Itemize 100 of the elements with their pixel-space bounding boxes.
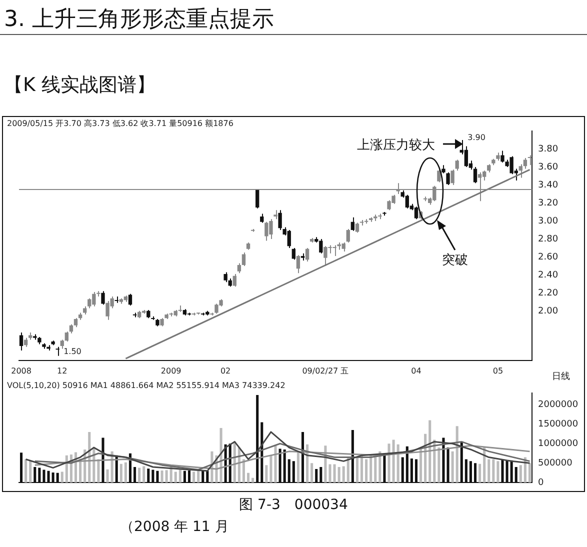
y-tick-label: 2.80 [538, 234, 558, 244]
caption: 图 7-3 000034 [238, 496, 349, 515]
bar [478, 464, 482, 483]
candlestick [88, 298, 92, 309]
bar [242, 459, 245, 483]
bar [120, 464, 122, 483]
candlestick [128, 293, 132, 306]
candlestick [355, 222, 360, 234]
bar [178, 470, 182, 483]
candlestick [232, 274, 236, 288]
y-tick-label: 3.60 [538, 162, 558, 172]
bar [374, 457, 377, 483]
bar [197, 470, 200, 483]
bar [160, 470, 164, 483]
candlestick [528, 154, 532, 166]
x-tick-label: 05 [492, 366, 504, 376]
bar [265, 465, 268, 483]
annotation: 1.50 [64, 346, 82, 356]
y-tick-label: 1000000 [538, 438, 578, 449]
bar [165, 470, 168, 483]
annotation: 3.90 [468, 133, 486, 142]
bar [192, 472, 196, 483]
bar [392, 440, 395, 483]
candlestick [242, 252, 246, 266]
candlestick [414, 206, 418, 220]
bar [360, 455, 364, 483]
candlestick [455, 159, 459, 172]
y-tick-label: 2.00 [538, 306, 558, 316]
candlestick [450, 169, 454, 186]
chart-title: 3. 上升三角形形态重点提示 [4, 6, 274, 34]
bar [296, 451, 300, 483]
candlestick [305, 247, 310, 262]
y-tick-label: 3.00 [538, 216, 558, 226]
bar [106, 469, 109, 483]
y-tick-label: 2.20 [538, 288, 558, 298]
candlestick [500, 150, 504, 163]
x-tick-label: 12 [57, 366, 68, 376]
bar [451, 451, 454, 483]
bar [24, 459, 28, 483]
x-tick-label: 09/02/27 五 [302, 366, 349, 376]
bar [65, 455, 68, 483]
bar [138, 468, 141, 483]
bar [396, 444, 400, 483]
bar [97, 459, 100, 483]
text: 2009/05/15 开3.70 高3.73 低3.62 收3.71 量50916 额1876 [7, 119, 234, 128]
x-tick-label: 02 [220, 366, 231, 376]
y-tick-label: 3.40 [538, 180, 558, 190]
candlestick [350, 216, 355, 232]
candlestick [446, 172, 450, 186]
bar [246, 472, 250, 483]
bar [456, 426, 458, 483]
bar [428, 420, 432, 483]
candlestick [256, 188, 260, 209]
bar [270, 455, 272, 483]
y-tick-label: 3.20 [538, 198, 558, 208]
bar [388, 444, 390, 483]
bar [338, 467, 340, 483]
y-tick-label: 2.40 [538, 270, 558, 280]
bar [370, 455, 372, 483]
y-tick-label: 0 [538, 478, 544, 488]
candlestick [19, 332, 24, 352]
bar [342, 466, 345, 483]
candlestick [237, 262, 242, 274]
annotation: 上涨压力较大 [357, 137, 435, 154]
annotation: 突破 [442, 252, 468, 269]
x-tick-label: 04 [411, 366, 422, 376]
text: VOL(5,10,20) 50916 MA1 48861.664 MA2 55155.914 MA3 74339.242 [7, 381, 286, 390]
bar [438, 448, 440, 483]
y-tick-label: 1500000 [538, 420, 578, 430]
text: 日线 [552, 370, 570, 383]
bar [252, 478, 254, 483]
bar [356, 457, 358, 483]
candlestick [101, 290, 105, 306]
bar [528, 463, 531, 483]
bar [496, 461, 500, 483]
bar [519, 465, 522, 483]
bar [492, 459, 495, 483]
bar [124, 462, 127, 483]
candlestick [296, 254, 300, 274]
y-tick-label: 2000000 [538, 400, 578, 410]
bar [142, 466, 146, 483]
y-tick-label: 3.80 [538, 144, 558, 154]
candlestick [346, 228, 350, 244]
bar [328, 464, 332, 483]
candlestick [437, 169, 441, 183]
candlestick [292, 247, 296, 260]
bar [60, 472, 64, 483]
y-tick-label: 500000 [538, 458, 573, 468]
bar [174, 472, 177, 483]
bar [488, 459, 490, 483]
bar [365, 459, 368, 483]
text: （2008 年 11 月 [119, 518, 230, 537]
x-tick-label: 2009 [160, 366, 182, 376]
candlestick [64, 331, 69, 342]
chart-subtitle: 【K 线实战图谱】 [4, 73, 156, 98]
y-tick-label: 2.60 [538, 252, 558, 262]
bar [333, 464, 336, 483]
bar [310, 463, 314, 483]
bar [29, 460, 32, 483]
bar [274, 446, 277, 483]
